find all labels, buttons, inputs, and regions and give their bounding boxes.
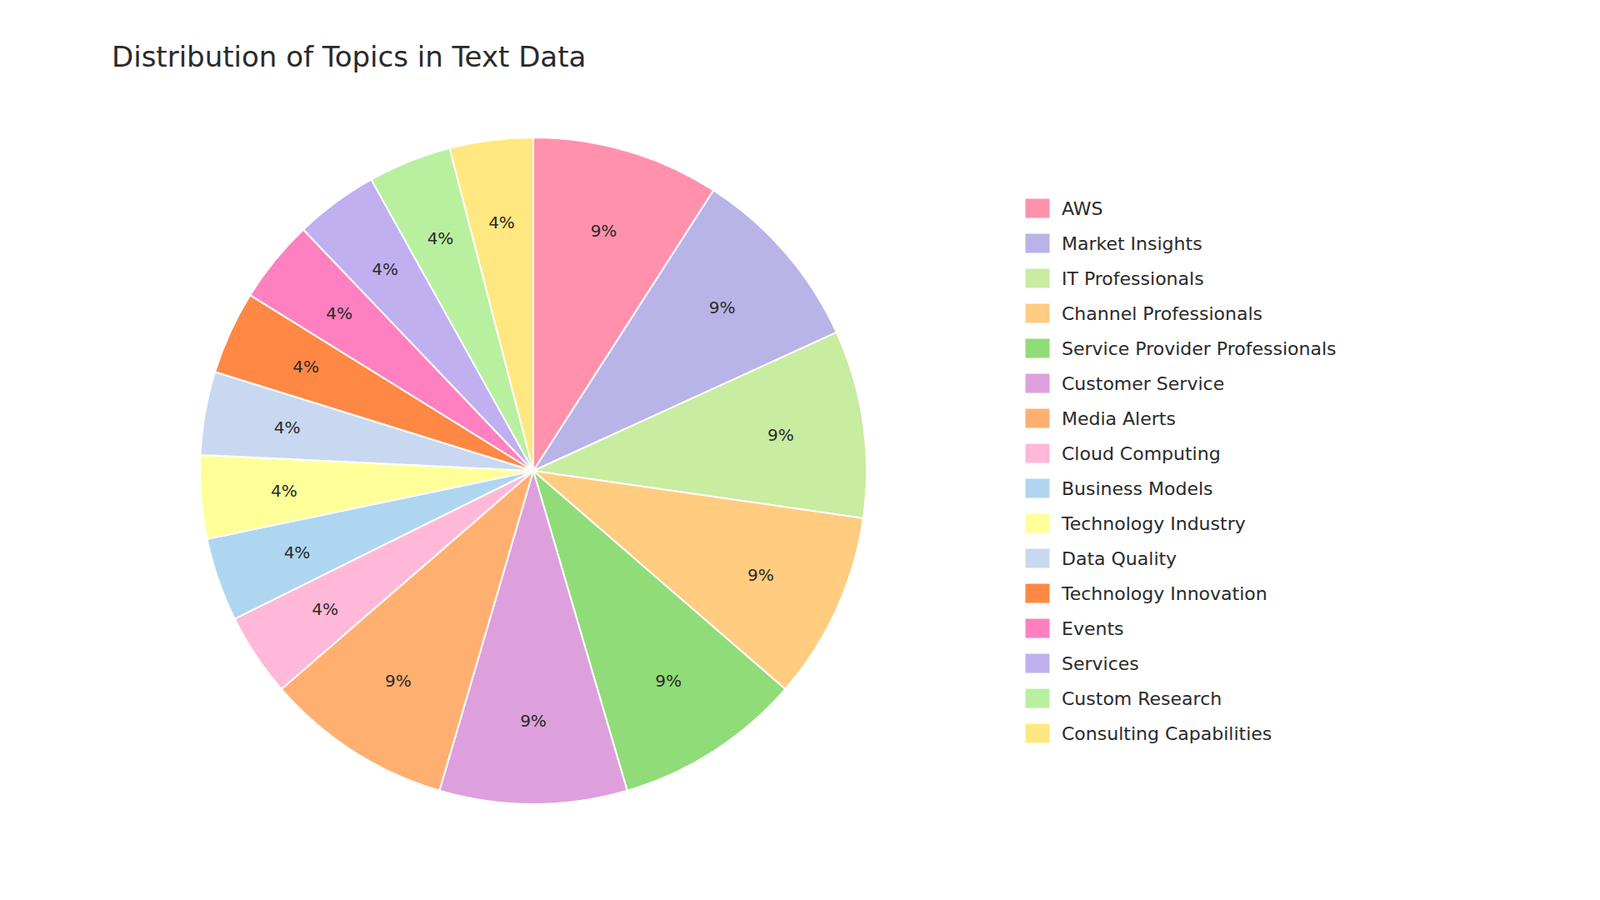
legend-label: Business Models — [1061, 478, 1214, 500]
legend-swatch — [1025, 688, 1050, 709]
legend-swatch — [1025, 233, 1050, 254]
legend-swatch — [1025, 373, 1050, 394]
legend-label: Media Alerts — [1061, 408, 1176, 430]
legend-label: Services — [1061, 653, 1140, 675]
legend-label: Customer Service — [1061, 373, 1225, 395]
chart-svg: Distribution of Topics in Text Data9%9%9… — [0, 0, 1600, 900]
legend-swatch — [1025, 268, 1050, 289]
legend-label: Channel Professionals — [1061, 303, 1263, 325]
legend-swatch — [1025, 618, 1050, 639]
data-label: 4% — [284, 542, 311, 563]
legend-swatch — [1025, 408, 1050, 429]
data-label: 9% — [747, 565, 775, 585]
legend-swatch — [1025, 478, 1050, 499]
legend-label: Data Quality — [1061, 548, 1177, 570]
data-label: 9% — [655, 670, 682, 691]
legend-swatch — [1025, 513, 1050, 534]
legend-swatch — [1025, 653, 1050, 674]
legend-label: Consulting Capabilities — [1061, 723, 1272, 745]
data-label: 4% — [292, 356, 320, 377]
legend-swatch — [1025, 723, 1050, 744]
data-label: 4% — [488, 212, 515, 233]
data-label: 9% — [590, 220, 618, 241]
data-label: 9% — [520, 710, 547, 731]
slices — [200, 137, 867, 805]
legend-swatch — [1025, 583, 1050, 604]
data-label: 4% — [311, 599, 339, 620]
legend: AWS Market Insights IT Professionals Channe… — [1025, 198, 1337, 745]
legend-label: AWS — [1061, 198, 1104, 220]
legend-swatch — [1025, 338, 1050, 359]
legend-label: Market Insights — [1061, 233, 1203, 255]
legend-swatch — [1025, 548, 1050, 569]
data-label: 4% — [274, 417, 301, 438]
slice-labels: 9% 9% 9% 9% 9% 9% 9% 4% 4% 4% 4% 4% 4% 4% 4% 4% — [270, 212, 795, 731]
data-label: 4% — [270, 480, 298, 501]
data-label: 9% — [709, 297, 736, 318]
data-label: 9% — [385, 670, 412, 691]
data-label: 9% — [767, 425, 795, 445]
legend-label: Service Provider Professionals — [1061, 338, 1337, 360]
legend-label: Custom Research — [1061, 688, 1222, 710]
title: Distribution of Topics in Text Data — [111, 40, 586, 74]
legend-label: Events — [1061, 618, 1125, 640]
data-label: 4% — [325, 303, 353, 324]
data-label: 4% — [427, 228, 455, 249]
legend-swatch — [1025, 443, 1050, 464]
legend-label: IT Professionals — [1061, 268, 1205, 290]
legend-label: Cloud Computing — [1061, 443, 1221, 465]
legend-swatch — [1025, 198, 1050, 219]
legend-label: Technology Innovation — [1060, 583, 1268, 605]
slice — [450, 137, 534, 471]
legend-swatch — [1025, 303, 1050, 324]
legend-label: Technology Industry — [1060, 513, 1246, 535]
data-label: 4% — [371, 259, 399, 280]
chart-container: Distribution of Topics in Text Data9%9%9… — [0, 0, 1600, 900]
